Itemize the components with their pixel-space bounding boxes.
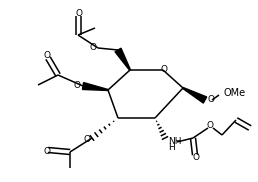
Text: O: O	[160, 64, 167, 74]
Text: O: O	[89, 43, 96, 52]
Text: O: O	[83, 136, 90, 145]
Text: O: O	[44, 147, 51, 157]
Text: O: O	[208, 94, 215, 104]
Polygon shape	[115, 48, 131, 70]
Text: O: O	[73, 80, 80, 90]
Text: H: H	[168, 143, 175, 151]
Polygon shape	[183, 88, 207, 103]
Polygon shape	[83, 83, 108, 90]
Text: O: O	[192, 153, 199, 163]
Text: O: O	[206, 122, 214, 130]
Text: O: O	[76, 9, 83, 19]
Text: OMe: OMe	[223, 88, 245, 98]
Text: NH: NH	[168, 137, 181, 147]
Text: O: O	[44, 52, 51, 60]
